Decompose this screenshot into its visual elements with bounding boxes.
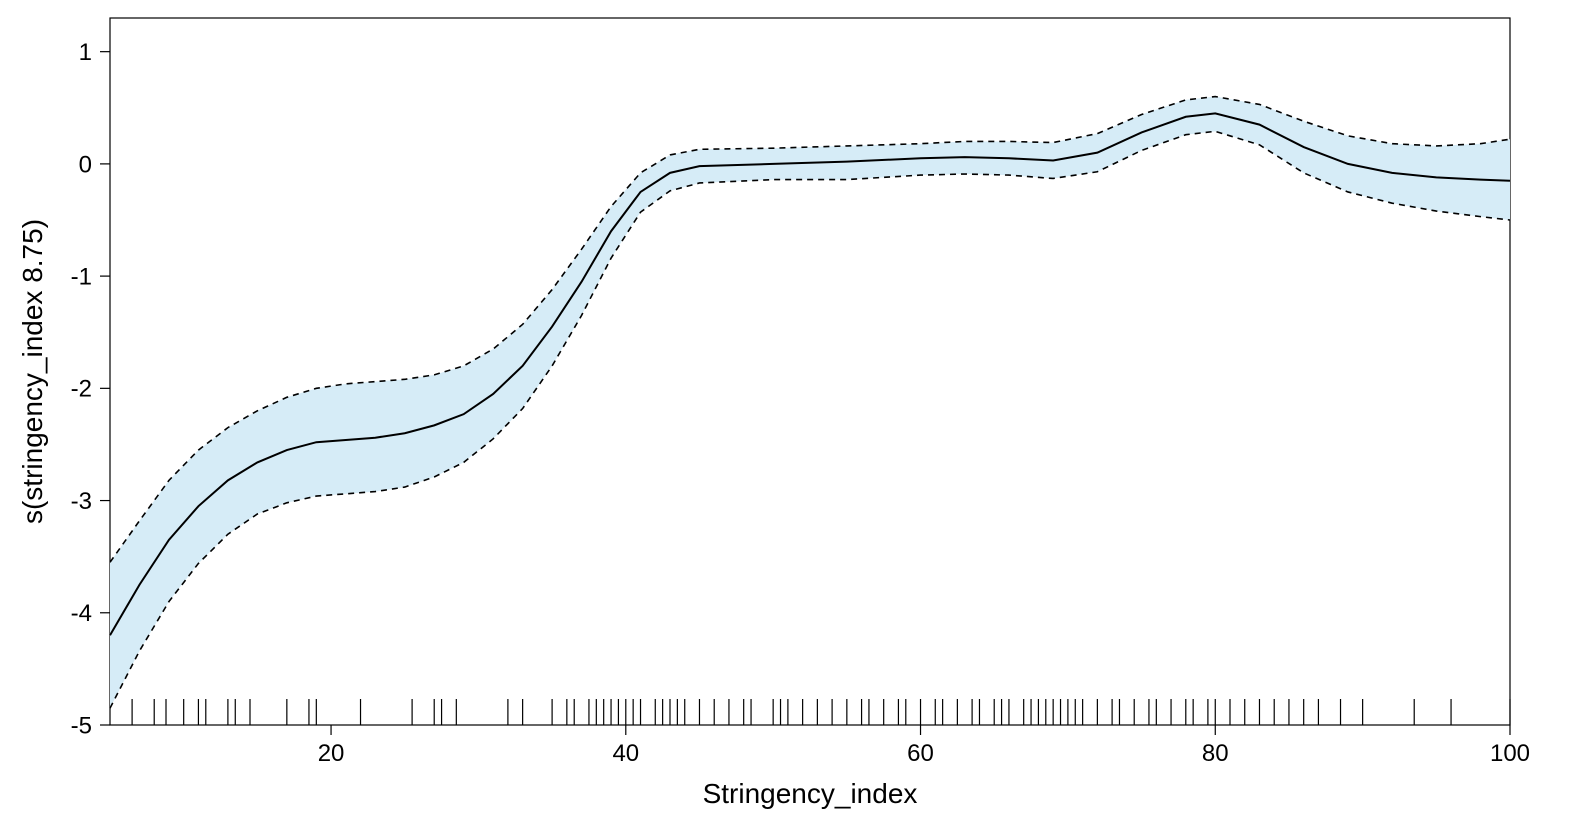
y-axis-label: s(stringency_index 8.75) — [17, 219, 48, 524]
confidence-band — [110, 97, 1510, 709]
x-axis-label: Stringency_index — [703, 778, 918, 809]
y-tick-label: -2 — [71, 376, 92, 403]
y-tick-label: -1 — [71, 264, 92, 291]
x-tick-label: 20 — [318, 740, 345, 767]
chart-svg: 20 40 60 80 100 -5 -4 -3 -2 -1 0 1 Stringency_index s… — [0, 0, 1594, 818]
x-tick-label: 80 — [1202, 740, 1229, 767]
x-tick-label: 100 — [1490, 740, 1530, 767]
rug-ticks — [132, 699, 1510, 725]
y-tick-label: 1 — [79, 39, 92, 66]
fitted-line — [110, 113, 1510, 635]
x-tick-label: 40 — [612, 740, 639, 767]
x-tick-label: 60 — [907, 740, 934, 767]
y-tick-label: 0 — [79, 151, 92, 178]
y-tick-label: -3 — [71, 488, 92, 515]
gam-smooth-chart: 20 40 60 80 100 -5 -4 -3 -2 -1 0 1 Stringency_index s… — [0, 0, 1594, 818]
y-tick-label: -4 — [71, 600, 92, 627]
y-tick-label: -5 — [71, 712, 92, 739]
